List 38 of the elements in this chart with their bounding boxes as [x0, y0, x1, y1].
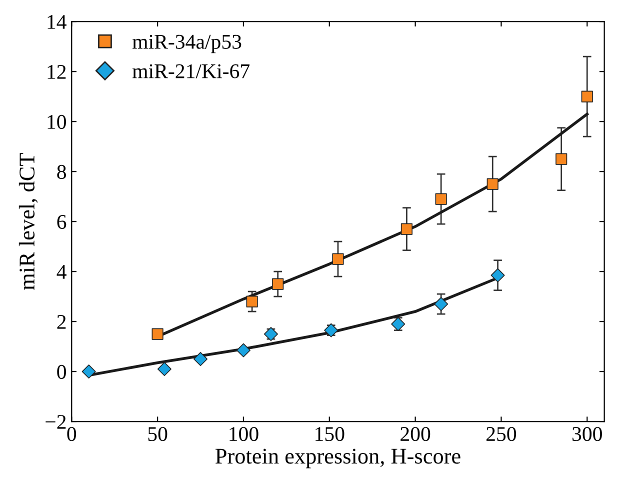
y-tick-label: 12: [48, 64, 66, 79]
point: [400, 223, 413, 235]
point: [391, 317, 406, 332]
y-tick-label: 4: [56, 265, 66, 279]
x-tick-label: 200: [400, 426, 430, 442]
x-tick-label: 0: [67, 426, 76, 442]
point: [332, 253, 344, 265]
y-tick-label: 2: [57, 314, 66, 329]
y-tick-label: 6: [57, 214, 66, 229]
point: [581, 90, 593, 102]
legend-label: miR-21/Ki-67: [132, 64, 250, 78]
point: [490, 268, 505, 282]
point: [264, 327, 278, 342]
point: [246, 296, 258, 308]
y-tick-label: 10: [48, 114, 66, 129]
point: [152, 328, 164, 340]
x-tick-label: 100: [230, 426, 258, 442]
point: [486, 178, 498, 190]
x-tick-label: 150: [316, 426, 344, 442]
x-axis-title: Protein expression, H-score: [215, 448, 460, 468]
y-tick-label: 0: [57, 364, 66, 379]
point: [434, 297, 448, 312]
point: [324, 323, 338, 338]
y-tick-label: 14: [48, 15, 66, 29]
point: [194, 352, 208, 366]
x-tick-label: 300: [572, 426, 602, 442]
y-axis-title: miR level, dCT: [18, 153, 38, 290]
y-tick-label: 8: [57, 164, 66, 179]
legend-label: miR-34a/p53: [132, 34, 242, 54]
x-tick-label: 250: [486, 426, 516, 442]
point: [157, 362, 172, 376]
x-tick-label: 50: [148, 426, 168, 442]
point: [556, 153, 568, 165]
point: [272, 278, 284, 290]
point: [82, 364, 96, 379]
point: [435, 193, 447, 205]
y-tick-label: −2: [46, 414, 66, 429]
point: [236, 343, 250, 358]
